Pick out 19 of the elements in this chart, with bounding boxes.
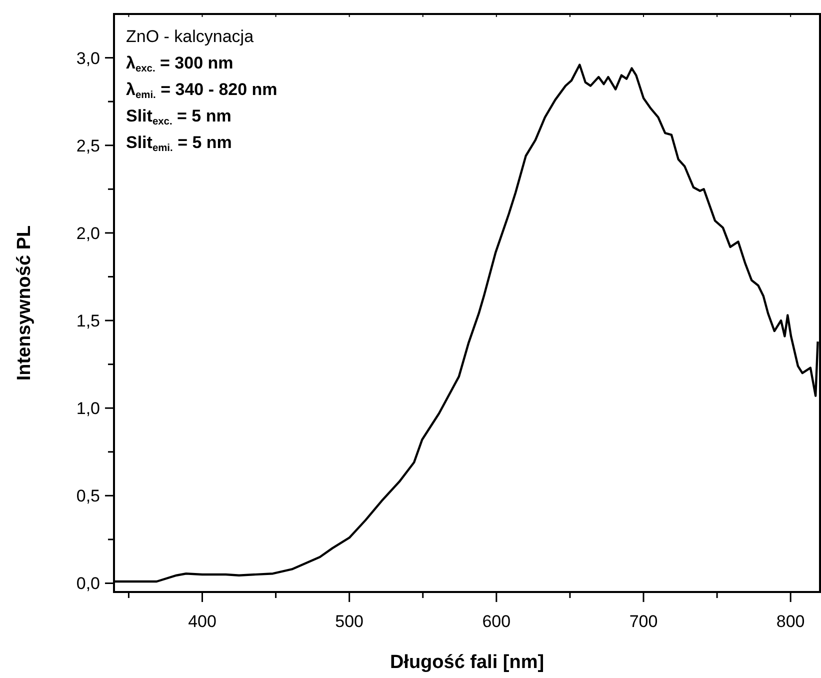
y-tick-label: 2,0 xyxy=(76,224,100,243)
y-tick-label: 1,0 xyxy=(76,399,100,418)
y-tick-label: 0,0 xyxy=(76,574,100,594)
x-axis-title: Długość fali [nm] xyxy=(390,652,544,673)
x-tick-label: 700 xyxy=(629,612,658,631)
x-tick-label: 600 xyxy=(482,612,511,631)
annotation: λ$_{emi.}$ = 340 - 820 nm xyxy=(126,80,278,101)
annotation: Slit$_{exc.}$ = 5 nm xyxy=(126,106,232,128)
y-tick-label: 1,5 xyxy=(76,312,100,331)
y-tick-label: 3,0 xyxy=(76,48,100,68)
y-tick-label: 2,5 xyxy=(76,136,100,156)
annotation: ZnO - kalcynacja xyxy=(126,27,254,46)
y-tick-label: 0,5 xyxy=(76,486,100,506)
annotation: Slit$_{emi.}$ = 5 nm xyxy=(126,133,232,154)
x-tick-label: 800 xyxy=(776,612,805,631)
annotation: λ$_{exc.}$ = 300 nm xyxy=(126,54,234,74)
x-tick-label: 500 xyxy=(335,612,364,631)
y-axis-title: Intensywność PL xyxy=(14,225,35,381)
x-tick-label: 400 xyxy=(188,612,216,631)
